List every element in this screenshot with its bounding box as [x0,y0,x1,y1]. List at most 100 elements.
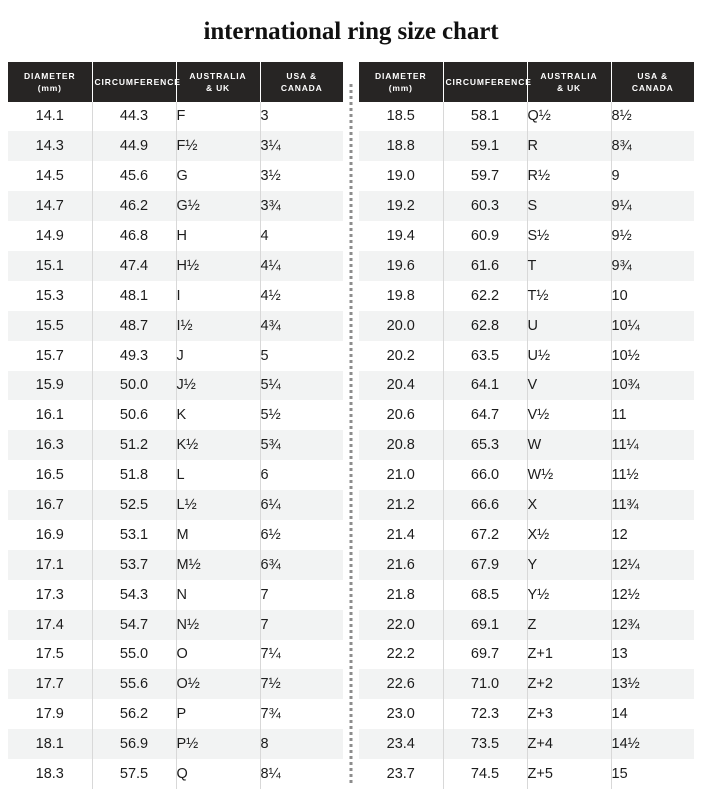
table-row: 22.2 69.7 Z+1 13 [359,639,694,670]
cell-australia-uk: I½ [176,310,261,341]
table-body-left: 14.1 44.3 F 3 14.3 44.9 F½ 3¼ 14.5 45.6 G 3½ 14.7 46.… [8,101,343,789]
table-row: 21.2 66.6 X 11¾ [359,490,694,520]
table-row: 22.6 71.0 Z+2 13½ [359,669,694,700]
cell-usa-canada: 5½ [260,400,343,431]
cell-usa-canada: 14½ [611,729,694,760]
cell-circumference: 67.9 [443,549,528,580]
table-row: 14.9 46.8 H 4 [8,221,343,251]
cell-usa-canada: 14 [611,699,694,730]
cell-circumference: 50.0 [92,370,177,401]
cell-diameter: 23.0 [359,699,444,730]
cell-diameter: 16.5 [8,460,93,491]
table-body-right: 18.5 58.1 Q½ 8½ 18.8 59.1 R 8¾ 19.0 59.7 R½ 9 19.2 60… [359,101,694,789]
cell-circumference: 44.3 [92,101,177,132]
table-row: 18.8 59.1 R 8¾ [359,131,694,162]
table-row: 20.2 63.5 U½ 10½ [359,340,694,371]
table-row: 18.5 58.1 Q½ 8½ [359,101,694,132]
cell-australia-uk: N [176,579,261,610]
table-row: 21.8 68.5 Y½ 12½ [359,579,694,610]
cell-usa-canada: 12½ [611,579,694,610]
cell-australia-uk: Z+1 [527,639,612,670]
cell-diameter: 14.3 [8,131,93,162]
cell-usa-canada: 6¾ [260,549,343,580]
cell-australia-uk: Q½ [527,101,612,132]
cell-usa-canada: 5¾ [260,430,343,461]
cell-circumference: 69.7 [443,639,528,670]
cell-australia-uk: X [527,490,612,520]
column-header-circumference: CIRCUMFERENCE [443,61,531,102]
cell-usa-canada: 11¾ [611,490,694,520]
column-header-australia-label: AUSTRALIA [189,70,247,81]
ring-size-table-right: DIAMETER (mm) CIRCUMFERENCE AUSTRALIA & … [359,61,694,789]
cell-usa-canada: 4½ [260,280,343,311]
cell-diameter: 16.7 [8,490,93,520]
table-row: 19.0 59.7 R½ 9 [359,161,694,192]
cell-circumference: 48.1 [92,280,177,311]
cell-usa-canada: 12¾ [611,609,694,640]
table-row: 19.4 60.9 S½ 9½ [359,221,694,251]
column-header-usa-label: USA & [286,70,318,81]
cell-circumference: 73.5 [443,729,528,760]
cell-australia-uk: L½ [176,490,261,520]
cell-usa-canada: 11 [611,400,694,431]
cell-circumference: 54.7 [92,609,177,640]
cell-australia-uk: M½ [176,549,261,580]
cell-diameter: 17.5 [8,639,93,670]
cell-usa-canada: 13 [611,639,694,670]
cell-usa-canada: 7¼ [260,639,343,670]
cell-diameter: 17.4 [8,609,93,640]
cell-circumference: 47.4 [92,250,177,281]
cell-australia-uk: K½ [176,430,261,461]
column-header-circumference-label: CIRCUMFERENCE [445,76,532,87]
cell-usa-canada: 6 [260,460,343,491]
cell-circumference: 60.3 [443,191,528,222]
cell-usa-canada: 12¼ [611,549,694,580]
right-table-wrapper: DIAMETER (mm) CIRCUMFERENCE AUSTRALIA & … [359,61,694,789]
cell-australia-uk: Y½ [527,579,612,610]
ring-size-chart-page: international ring size chart DIAMETER (… [0,17,702,789]
cell-australia-uk: U½ [527,340,612,371]
cell-circumference: 71.0 [443,669,528,700]
table-row: 14.5 45.6 G 3½ [8,161,343,192]
cell-australia-uk: Z [527,609,612,640]
cell-australia-uk: I [176,280,261,311]
cell-australia-uk: V½ [527,400,612,431]
cell-diameter: 14.1 [8,101,93,132]
cell-australia-uk: Q [176,759,261,789]
cell-diameter: 19.6 [359,250,444,281]
cell-australia-uk: K [176,400,261,431]
cell-diameter: 14.5 [8,161,93,192]
cell-diameter: 15.5 [8,310,93,341]
cell-circumference: 68.5 [443,579,528,610]
cell-usa-canada: 7 [260,609,343,640]
cell-circumference: 51.2 [92,430,177,461]
header-row: DIAMETER (mm) CIRCUMFERENCE AUSTRALIA & … [359,61,694,102]
table-row: 18.1 56.9 P½ 8 [8,729,343,760]
table-row: 19.6 61.6 T 9¾ [359,250,694,281]
cell-circumference: 45.6 [92,161,177,192]
cell-australia-uk: H½ [176,250,261,281]
table-row: 15.9 50.0 J½ 5¼ [8,370,343,401]
cell-usa-canada: 8¾ [611,131,694,162]
cell-usa-canada: 7 [260,579,343,610]
cell-circumference: 60.9 [443,221,528,251]
table-row: 23.0 72.3 Z+3 14 [359,699,694,730]
cell-usa-canada: 3½ [260,161,343,192]
table-row: 21.6 67.9 Y 12¼ [359,549,694,580]
cell-usa-canada: 12 [611,519,694,550]
cell-australia-uk: U [527,310,612,341]
cell-australia-uk: Z+4 [527,729,612,760]
cell-circumference: 64.1 [443,370,528,401]
cell-diameter: 22.6 [359,669,444,700]
cell-australia-uk: F [176,101,261,132]
cell-diameter: 19.8 [359,280,444,311]
cell-circumference: 49.3 [92,340,177,371]
ring-size-table-left: DIAMETER (mm) CIRCUMFERENCE AUSTRALIA & … [8,61,343,789]
table-row: 16.9 53.1 M 6½ [8,519,343,550]
cell-circumference: 69.1 [443,609,528,640]
table-row: 17.4 54.7 N½ 7 [8,609,343,640]
table-header-left: DIAMETER (mm) CIRCUMFERENCE AUSTRALIA & … [8,61,343,102]
cell-usa-canada: 7½ [260,669,343,700]
cell-usa-canada: 11¼ [611,430,694,461]
table-row: 20.6 64.7 V½ 11 [359,400,694,431]
